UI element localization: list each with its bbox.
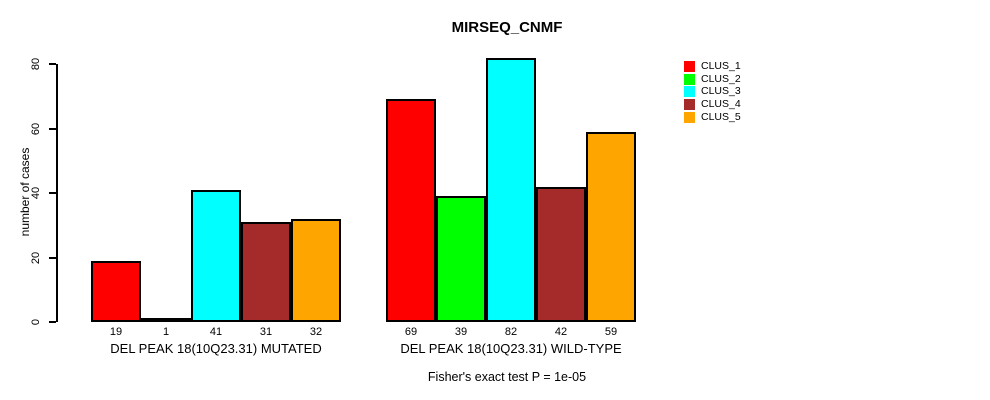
legend-item-clus_5: CLUS_5 — [684, 111, 741, 124]
y-tick — [49, 127, 56, 130]
legend-item-clus_1: CLUS_1 — [684, 60, 741, 73]
bar-clus_2 — [436, 196, 486, 322]
y-tick-label: 40 — [30, 186, 42, 200]
y-tick-label: 0 — [30, 318, 42, 326]
fisher-test-annotation: Fisher's exact test P = 1e-05 — [427, 370, 587, 384]
bar-clus_5 — [586, 132, 636, 322]
legend-item-clus_3: CLUS_3 — [684, 85, 741, 98]
bar-value-label: 59 — [604, 326, 618, 338]
legend: CLUS_1 CLUS_2 CLUS_3 CLUS_4 CLUS_5 — [684, 60, 741, 123]
bar-value-label: 69 — [404, 326, 418, 338]
legend-label: CLUS_5 — [701, 110, 741, 123]
y-tick — [49, 63, 56, 65]
legend-label: CLUS_4 — [701, 97, 741, 110]
bar-clus_1 — [386, 99, 436, 322]
legend-item-clus_4: CLUS_4 — [684, 98, 741, 111]
legend-swatch-icon — [684, 111, 695, 123]
legend-label: CLUS_2 — [701, 72, 741, 85]
bar-value-label: 82 — [504, 326, 518, 338]
y-tick-label: 20 — [30, 251, 42, 264]
legend-label: CLUS_3 — [701, 85, 741, 98]
legend-swatch-icon — [684, 73, 695, 85]
bar-value-label: 41 — [209, 326, 223, 338]
y-tick — [49, 192, 56, 194]
chart-title: MIRSEQ_CNMF — [451, 19, 563, 36]
legend-swatch-icon — [684, 60, 695, 72]
bar-value-label: 32 — [309, 326, 323, 338]
legend-item-clus_2: CLUS_2 — [684, 73, 741, 86]
bar-value-labels: 19 1 41 31 32 69 39 82 42 59 — [57, 326, 960, 340]
y-tick-label: 60 — [30, 122, 42, 135]
legend-swatch-icon — [684, 86, 695, 98]
bar-clus_4 — [241, 222, 291, 322]
legend-swatch-icon — [684, 98, 695, 110]
bar-value-label: 39 — [454, 326, 468, 338]
y-tick — [49, 321, 56, 323]
bar-value-label: 1 — [162, 326, 170, 338]
plot-area — [57, 0, 960, 322]
y-tick-label: 80 — [30, 57, 42, 71]
y-axis-line — [56, 64, 58, 322]
bar-clus_4 — [536, 187, 586, 322]
bar-clus_2 — [141, 318, 191, 322]
legend-label: CLUS_1 — [701, 59, 741, 72]
group-label: DEL PEAK 18(10Q23.31) WILD-TYPE — [400, 341, 622, 356]
bar-value-label: 31 — [259, 326, 273, 338]
group-label: DEL PEAK 18(10Q23.31) MUTATED — [110, 341, 322, 356]
bar-value-label: 42 — [554, 326, 568, 338]
bar-value-label: 19 — [109, 326, 123, 338]
bar-clus_5 — [291, 219, 341, 322]
bar-clus_1 — [91, 261, 141, 322]
bar-clus_3 — [191, 190, 241, 322]
bar-clus_3 — [486, 58, 536, 322]
y-tick — [49, 256, 56, 259]
